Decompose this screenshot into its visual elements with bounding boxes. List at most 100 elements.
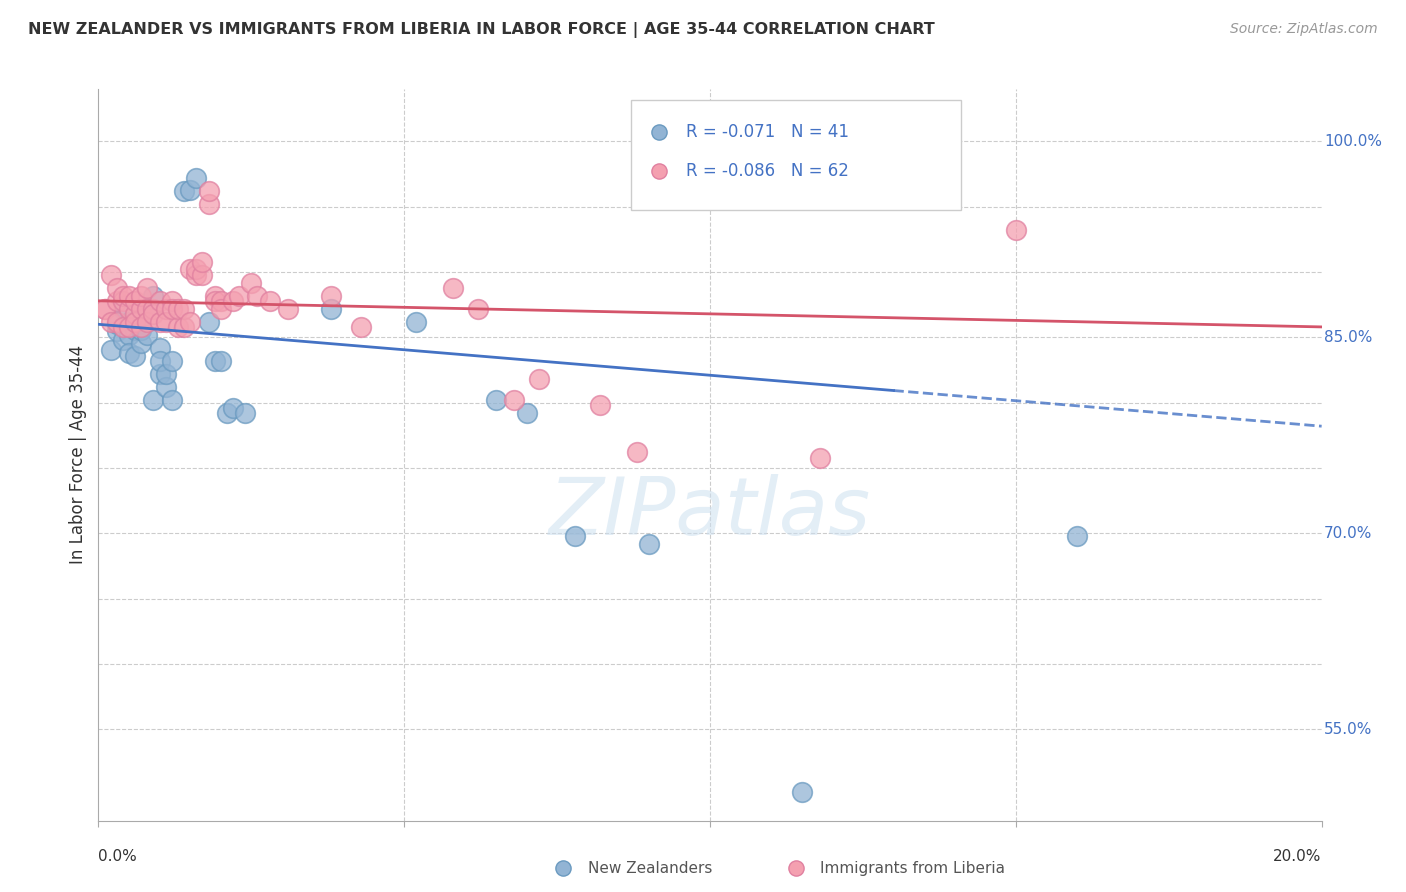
Point bbox=[179, 315, 201, 329]
Point bbox=[160, 301, 183, 316]
Point bbox=[118, 315, 141, 329]
Text: 55.0%: 55.0% bbox=[1324, 722, 1372, 737]
Point bbox=[186, 262, 208, 277]
FancyBboxPatch shape bbox=[630, 100, 960, 210]
Point bbox=[564, 529, 586, 543]
Point bbox=[209, 354, 232, 368]
Point bbox=[142, 392, 165, 407]
Point bbox=[589, 398, 612, 412]
Point bbox=[100, 343, 122, 358]
Point bbox=[149, 341, 172, 355]
Point bbox=[124, 315, 146, 329]
Point bbox=[637, 537, 661, 551]
Point bbox=[129, 320, 152, 334]
Point bbox=[204, 288, 226, 302]
Point bbox=[233, 406, 256, 420]
Point bbox=[142, 307, 165, 321]
Point bbox=[197, 315, 219, 329]
Point bbox=[160, 392, 183, 407]
Point bbox=[155, 315, 177, 329]
Point bbox=[111, 320, 134, 334]
Point bbox=[516, 406, 538, 420]
Point bbox=[179, 183, 201, 197]
Point bbox=[105, 281, 128, 295]
Point bbox=[790, 785, 813, 799]
Text: 100.0%: 100.0% bbox=[1324, 134, 1382, 149]
Point bbox=[155, 301, 177, 316]
Point bbox=[191, 268, 214, 282]
Point bbox=[186, 268, 208, 282]
Point bbox=[160, 354, 183, 368]
Text: 0.0%: 0.0% bbox=[98, 849, 138, 864]
Point bbox=[136, 301, 159, 316]
Point bbox=[319, 301, 342, 316]
Point bbox=[129, 335, 152, 350]
Text: ZIPatlas: ZIPatlas bbox=[548, 475, 872, 552]
Point bbox=[1004, 223, 1026, 237]
Point bbox=[142, 301, 165, 316]
Point bbox=[149, 367, 172, 381]
Point bbox=[118, 288, 141, 302]
Point bbox=[142, 288, 165, 302]
Point bbox=[485, 392, 508, 407]
Point bbox=[129, 301, 152, 316]
Point bbox=[197, 197, 219, 211]
Point bbox=[149, 354, 172, 368]
Point bbox=[527, 372, 550, 386]
Point bbox=[129, 322, 152, 336]
Point bbox=[93, 301, 115, 316]
Point bbox=[167, 320, 190, 334]
Text: Immigrants from Liberia: Immigrants from Liberia bbox=[820, 861, 1005, 876]
Point bbox=[186, 171, 208, 186]
Point bbox=[209, 293, 232, 308]
Text: NEW ZEALANDER VS IMMIGRANTS FROM LIBERIA IN LABOR FORCE | AGE 35-44 CORRELATION : NEW ZEALANDER VS IMMIGRANTS FROM LIBERIA… bbox=[28, 22, 935, 38]
Y-axis label: In Labor Force | Age 35-44: In Labor Force | Age 35-44 bbox=[69, 345, 87, 565]
Point bbox=[240, 276, 263, 290]
Point bbox=[319, 288, 342, 302]
Point bbox=[209, 301, 232, 316]
Point bbox=[167, 301, 190, 316]
Point bbox=[197, 184, 219, 198]
Point bbox=[1066, 529, 1088, 543]
Point bbox=[179, 262, 201, 277]
Point bbox=[100, 268, 122, 282]
Point bbox=[222, 401, 245, 415]
Point bbox=[124, 322, 146, 336]
Point bbox=[136, 327, 159, 342]
Point bbox=[204, 354, 226, 368]
Point bbox=[173, 301, 195, 316]
Point bbox=[93, 301, 115, 316]
Text: R = -0.086   N = 62: R = -0.086 N = 62 bbox=[686, 162, 848, 180]
Point bbox=[111, 288, 134, 302]
Point bbox=[105, 293, 128, 308]
Point bbox=[136, 315, 159, 329]
Point bbox=[129, 288, 152, 302]
Point bbox=[503, 392, 526, 407]
Text: R = -0.071   N = 41: R = -0.071 N = 41 bbox=[686, 122, 849, 141]
Point bbox=[277, 301, 299, 316]
Point bbox=[222, 293, 245, 308]
Point bbox=[215, 406, 238, 420]
Point bbox=[149, 315, 172, 329]
Point bbox=[105, 318, 128, 332]
Point bbox=[124, 307, 146, 321]
Point bbox=[246, 288, 269, 302]
Point bbox=[111, 293, 134, 308]
Point bbox=[105, 324, 128, 338]
Point bbox=[118, 327, 141, 342]
Point bbox=[191, 254, 214, 268]
Point bbox=[111, 301, 134, 316]
Point bbox=[136, 301, 159, 316]
Point bbox=[149, 293, 172, 308]
Point bbox=[350, 320, 373, 334]
Point bbox=[204, 293, 226, 308]
Point bbox=[228, 288, 250, 302]
Text: Source: ZipAtlas.com: Source: ZipAtlas.com bbox=[1230, 22, 1378, 37]
Point bbox=[118, 346, 141, 360]
Point bbox=[626, 445, 648, 459]
Point bbox=[124, 293, 146, 308]
Point bbox=[124, 349, 146, 363]
Text: New Zealanders: New Zealanders bbox=[588, 861, 711, 876]
Point bbox=[155, 380, 177, 394]
Text: 70.0%: 70.0% bbox=[1324, 525, 1372, 541]
